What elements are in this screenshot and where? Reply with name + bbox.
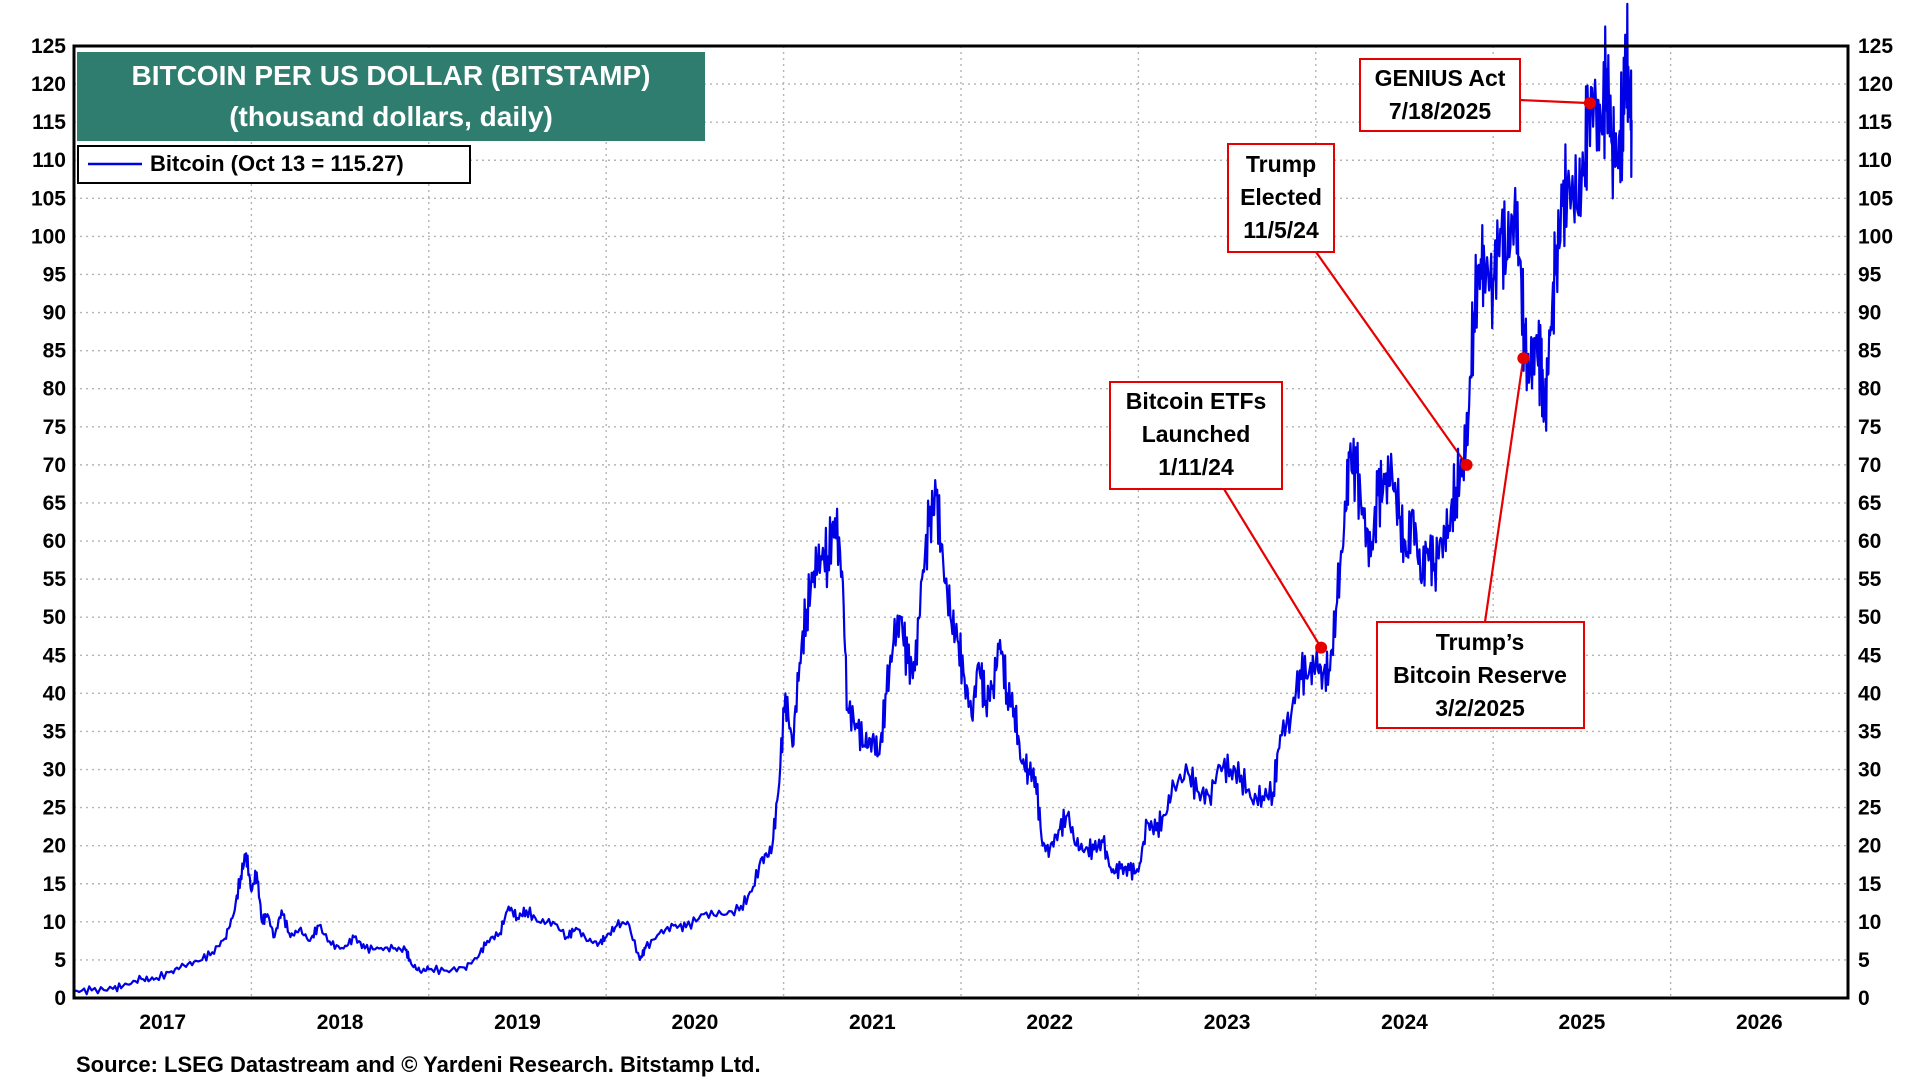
annotation-leader-lines xyxy=(1223,98,1590,649)
y-tick-label-left: 35 xyxy=(43,720,67,743)
y-tick-label-left: 95 xyxy=(43,263,67,286)
y-tick-label-right: 20 xyxy=(1858,835,1881,858)
y-tick-label-left: 90 xyxy=(43,302,66,325)
y-tick-label-left: 25 xyxy=(43,797,67,820)
annotation-reserve-line1: Trump’s xyxy=(1436,629,1525,655)
annotation-etfs-launched: Bitcoin ETFs Launched 1/11/24 xyxy=(1109,381,1283,490)
y-tick-label-right: 10 xyxy=(1858,911,1881,934)
y-tick-label-left: 75 xyxy=(43,416,67,439)
y-tick-label-left: 120 xyxy=(31,73,66,96)
y-tick-label-right: 80 xyxy=(1858,378,1881,401)
y-tick-label-left: 115 xyxy=(32,111,66,134)
annotation-reserve-line3: 3/2/2025 xyxy=(1435,695,1525,721)
annotation-leader-line xyxy=(1483,358,1525,623)
x-tick-label: 2021 xyxy=(849,1011,896,1034)
y-tick-label-right: 35 xyxy=(1858,720,1882,743)
x-tick-label: 2026 xyxy=(1736,1011,1783,1034)
x-tick-label: 2018 xyxy=(317,1011,364,1034)
y-tick-label-right: 65 xyxy=(1858,492,1882,515)
y-tick-label-right: 105 xyxy=(1858,187,1893,210)
y-tick-label-left: 125 xyxy=(31,35,66,58)
y-tick-label-right: 5 xyxy=(1858,949,1870,972)
annotation-genius-act-line2: 7/18/2025 xyxy=(1389,98,1492,124)
y-tick-label-left: 0 xyxy=(54,987,66,1010)
annotation-leader-line xyxy=(1519,98,1590,105)
annotation-trump-elected-line1: Trump xyxy=(1246,151,1316,177)
y-tick-label-right: 95 xyxy=(1858,263,1882,286)
y-tick-label-right: 30 xyxy=(1858,759,1881,782)
y-tick-label-right: 60 xyxy=(1858,530,1881,553)
y-tick-label-right: 115 xyxy=(1858,111,1892,134)
legend-label-bitcoin: Bitcoin (Oct 13 = 115.27) xyxy=(150,151,404,176)
annotation-genius-act: GENIUS Act 7/18/2025 xyxy=(1359,58,1521,132)
bitcoin-price-line xyxy=(73,2,1633,996)
y-tick-label-right: 50 xyxy=(1858,606,1881,629)
y-tick-label-left: 105 xyxy=(31,187,66,210)
y-tick-label-left: 100 xyxy=(31,225,66,248)
annotation-marker xyxy=(1583,97,1596,110)
x-tick-label: 2025 xyxy=(1559,1011,1606,1034)
y-tick-label-left: 65 xyxy=(43,492,67,515)
y-tick-label-left: 20 xyxy=(43,835,66,858)
y-tick-label-left: 110 xyxy=(32,149,66,172)
annotation-trump-elected-line2: Elected xyxy=(1240,184,1322,210)
annotation-marker xyxy=(1517,352,1530,365)
y-tick-label-left: 50 xyxy=(43,606,66,629)
y-tick-label-right: 70 xyxy=(1858,454,1881,477)
y-tick-label-right: 100 xyxy=(1858,225,1893,248)
y-tick-label-right: 110 xyxy=(1858,149,1892,172)
annotation-markers xyxy=(1315,97,1596,654)
annotation-genius-act-line1: GENIUS Act xyxy=(1375,65,1506,91)
y-tick-label-right: 90 xyxy=(1858,302,1881,325)
y-tick-label-left: 85 xyxy=(43,340,67,363)
y-tick-label-right: 85 xyxy=(1858,340,1882,363)
y-tick-label-right: 25 xyxy=(1858,797,1882,820)
annotation-boxes: GENIUS Act 7/18/2025 Trump Elected 11/5/… xyxy=(1109,58,1585,729)
annotation-leader-line xyxy=(1315,251,1468,466)
annotation-marker xyxy=(1460,458,1473,471)
legend-box xyxy=(77,145,471,184)
y-tick-label-right: 0 xyxy=(1858,987,1870,1010)
source-note: Source: LSEG Datastream and © Yardeni Re… xyxy=(76,1052,761,1077)
y-tick-label-left: 10 xyxy=(43,911,66,934)
chart-subtitle: (thousand dollars, daily) xyxy=(229,101,553,132)
y-tick-label-right: 75 xyxy=(1858,416,1882,439)
chart-title-box xyxy=(77,52,705,141)
y-tick-label-left: 80 xyxy=(43,378,66,401)
annotation-trump-elected-line3: 11/5/24 xyxy=(1243,217,1319,243)
x-tick-label: 2020 xyxy=(672,1011,719,1034)
x-tick-label: 2017 xyxy=(139,1011,186,1034)
annotation-bitcoin-reserve: Trump’s Bitcoin Reserve 3/2/2025 xyxy=(1376,621,1585,729)
annotation-etfs-line2: Launched xyxy=(1142,421,1251,447)
y-tick-label-left: 55 xyxy=(43,568,67,591)
x-tick-label: 2022 xyxy=(1026,1011,1073,1034)
y-tick-label-left: 60 xyxy=(43,530,66,553)
x-tick-label: 2023 xyxy=(1204,1011,1251,1034)
annotation-etfs-line1: Bitcoin ETFs xyxy=(1126,388,1267,414)
annotation-trump-elected: Trump Elected 11/5/24 xyxy=(1227,143,1335,253)
plot-border xyxy=(72,44,1850,1000)
annotation-etfs-line3: 1/11/24 xyxy=(1158,454,1234,480)
chart-title: BITCOIN PER US DOLLAR (BITSTAMP) xyxy=(131,60,650,91)
y-tick-label-left: 40 xyxy=(43,682,66,705)
x-axis-tick-labels: 2017 2018 2019 2020 2021 2022 2023 2024 2025 2026 xyxy=(139,1011,1782,1034)
y-tick-label-right: 40 xyxy=(1858,682,1881,705)
y-tick-label-left: 45 xyxy=(43,644,67,667)
annotation-reserve-line2: Bitcoin Reserve xyxy=(1393,662,1567,688)
y-tick-label-left: 30 xyxy=(43,759,66,782)
annotation-leader-line xyxy=(1223,488,1323,649)
y-tick-label-left: 15 xyxy=(43,873,67,896)
y-tick-label-right: 120 xyxy=(1858,73,1893,96)
annotation-marker xyxy=(1315,641,1328,654)
y-tick-label-right: 45 xyxy=(1858,644,1882,667)
x-tick-label: 2019 xyxy=(494,1011,541,1034)
y-tick-label-right: 15 xyxy=(1858,873,1882,896)
y-tick-label-left: 70 xyxy=(43,454,66,477)
y-tick-label-right: 125 xyxy=(1858,35,1893,58)
y-tick-label-left: 5 xyxy=(54,949,66,972)
x-tick-label: 2024 xyxy=(1381,1011,1428,1034)
y-tick-label-right: 55 xyxy=(1858,568,1882,591)
